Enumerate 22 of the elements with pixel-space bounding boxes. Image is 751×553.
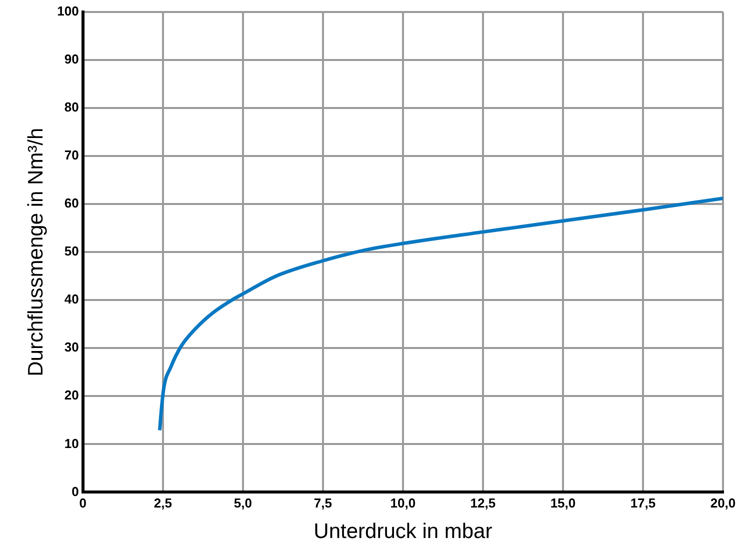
y-tick-label: 80 — [64, 100, 79, 115]
y-tick-label: 20 — [64, 388, 79, 403]
y-tick-label: 60 — [64, 196, 79, 211]
y-tick-label: 10 — [64, 436, 79, 451]
x-tick-label: 20,0 — [710, 496, 736, 511]
x-tick-label: 12,5 — [470, 496, 496, 511]
y-axis-title: Durchflussmenge in Nm³/h — [24, 128, 48, 376]
y-tick-label: 40 — [64, 292, 79, 307]
x-tick-label: 5,0 — [234, 496, 252, 511]
y-tick-label: 70 — [64, 148, 79, 163]
x-tick-label: 17,5 — [630, 496, 656, 511]
x-tick-label: 7,5 — [314, 496, 332, 511]
x-tick-label: 2,5 — [154, 496, 172, 511]
y-tick-label: 0 — [72, 484, 79, 499]
y-tick-label: 100 — [57, 4, 79, 19]
y-tick-label: 90 — [64, 52, 79, 67]
x-axis-title: Unterdruck in mbar — [314, 520, 492, 544]
x-tick-label: 10,0 — [390, 496, 416, 511]
y-tick-label: 30 — [64, 340, 79, 355]
line-series — [158, 196, 723, 432]
y-tick-label: 50 — [64, 244, 79, 259]
x-tick-label: 15,0 — [550, 496, 576, 511]
